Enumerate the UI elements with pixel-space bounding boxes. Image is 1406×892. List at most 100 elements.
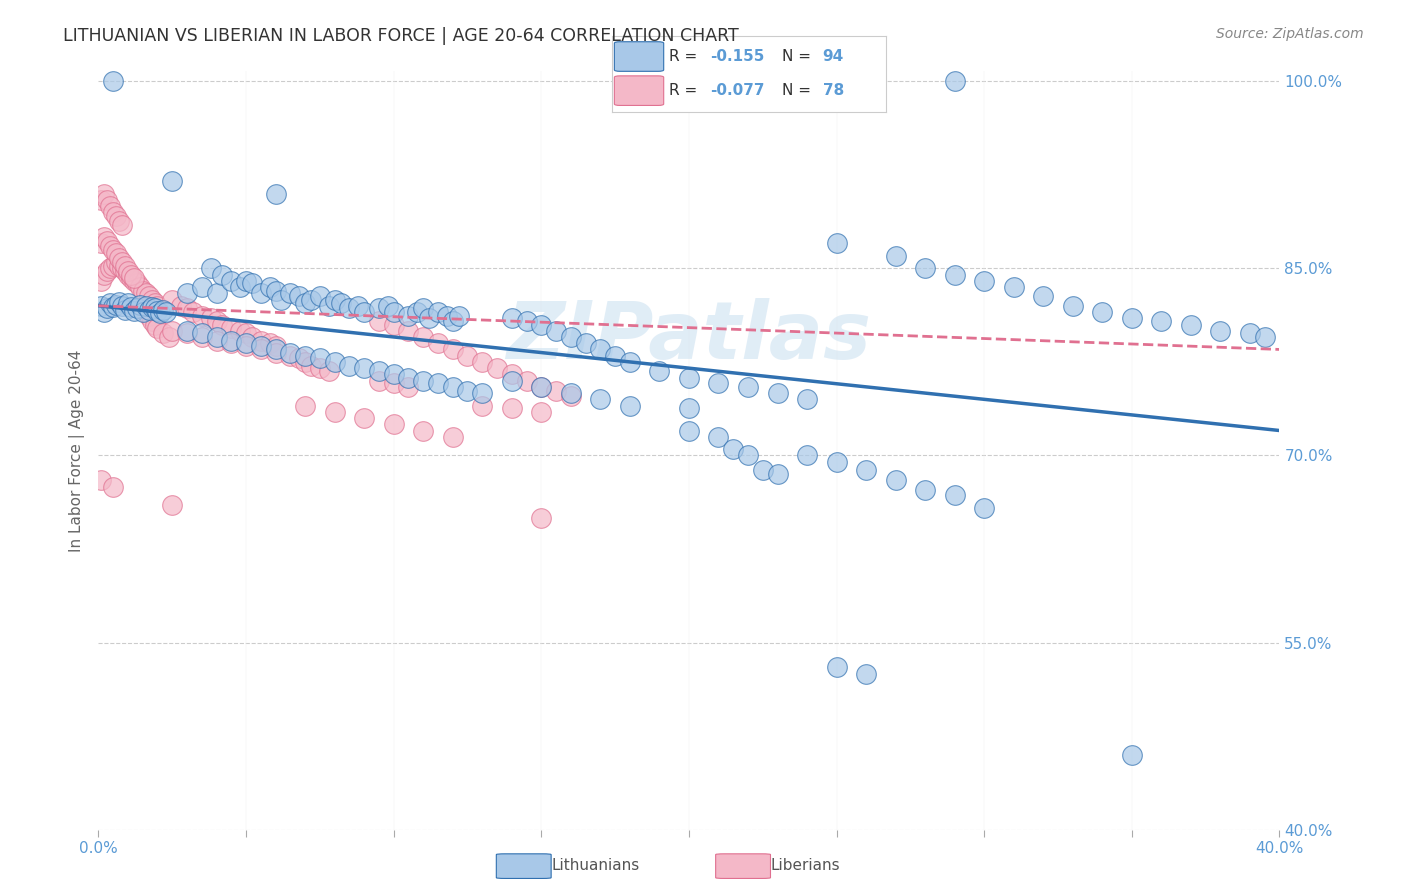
Point [589, 343, 612, 357]
Point [796, 449, 818, 463]
Point [120, 268, 142, 282]
Point [329, 296, 352, 310]
Point [825, 455, 848, 469]
Point [707, 430, 730, 444]
Point [678, 424, 700, 438]
Point [648, 364, 671, 378]
FancyBboxPatch shape [614, 76, 664, 105]
Point [105, 297, 128, 311]
Point [1002, 280, 1025, 294]
Point [309, 351, 332, 366]
Point [1121, 747, 1143, 762]
Point [973, 274, 995, 288]
Point [120, 271, 142, 285]
Point [264, 339, 287, 353]
Point [259, 280, 281, 294]
Point [176, 286, 198, 301]
Point [516, 374, 538, 388]
Point [141, 300, 163, 314]
Point [108, 252, 131, 266]
Point [398, 380, 420, 394]
Point [294, 349, 316, 363]
Point [235, 274, 257, 288]
FancyBboxPatch shape [614, 42, 664, 71]
Point [377, 299, 399, 313]
Point [205, 286, 228, 301]
Point [309, 361, 332, 376]
Point [353, 361, 375, 376]
Point [114, 302, 136, 317]
Point [1254, 330, 1277, 344]
Point [221, 321, 243, 335]
Point [339, 359, 361, 373]
Point [678, 371, 700, 385]
Point [111, 218, 134, 232]
Point [796, 392, 818, 407]
Point [93, 305, 115, 319]
Point [235, 336, 257, 351]
Point [270, 293, 292, 307]
Point [441, 430, 464, 444]
Point [221, 274, 243, 288]
Point [132, 301, 155, 316]
Point [200, 261, 222, 276]
Point [546, 384, 568, 398]
Point [280, 349, 302, 363]
Point [120, 300, 142, 314]
Point [914, 261, 936, 276]
Point [149, 306, 172, 320]
Point [103, 74, 125, 88]
Point [90, 474, 112, 488]
Point [1032, 289, 1054, 303]
Point [501, 311, 523, 326]
Point [471, 386, 494, 401]
Point [855, 463, 877, 477]
Point [398, 324, 420, 338]
FancyBboxPatch shape [496, 854, 551, 879]
Point [98, 296, 121, 310]
Point [122, 274, 145, 288]
Point [205, 334, 228, 348]
Point [299, 359, 322, 373]
Point [125, 301, 148, 316]
Point [560, 330, 582, 344]
Point [766, 386, 789, 401]
Point [176, 301, 198, 316]
Point [398, 309, 420, 323]
Point [191, 309, 214, 323]
Point [288, 351, 311, 366]
Point [418, 311, 440, 326]
Point [108, 214, 131, 228]
Text: N =: N = [782, 83, 815, 98]
Point [752, 463, 775, 477]
Text: -0.077: -0.077 [710, 83, 765, 98]
Point [122, 303, 145, 318]
Point [368, 374, 391, 388]
Point [501, 368, 523, 382]
Point [471, 355, 494, 369]
Point [191, 330, 214, 344]
Point [447, 309, 470, 323]
Point [162, 324, 183, 338]
Point [146, 299, 169, 313]
Point [108, 259, 131, 273]
Point [825, 660, 848, 674]
Text: LITHUANIAN VS LIBERIAN IN LABOR FORCE | AGE 20-64 CORRELATION CHART: LITHUANIAN VS LIBERIAN IN LABOR FORCE | … [63, 27, 740, 45]
Point [162, 293, 183, 307]
Point [191, 280, 214, 294]
Point [530, 510, 553, 524]
Point [170, 299, 193, 313]
Point [146, 303, 169, 318]
Point [294, 296, 316, 310]
Point [427, 376, 450, 391]
Point [135, 305, 157, 319]
Point [162, 499, 183, 513]
Point [943, 268, 966, 282]
Point [368, 364, 391, 378]
Point [1209, 324, 1232, 338]
Text: Liberians: Liberians [770, 858, 841, 872]
Point [264, 186, 287, 201]
Point [323, 293, 346, 307]
Point [143, 296, 166, 310]
Point [412, 424, 434, 438]
